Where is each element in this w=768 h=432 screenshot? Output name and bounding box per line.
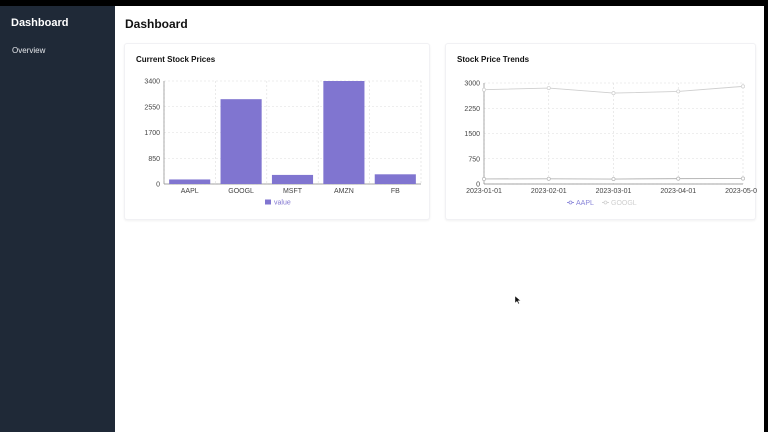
x-tick-label: 2023-04-01 [660, 188, 696, 195]
x-tick-label: 2023-02-01 [531, 188, 567, 195]
sidebar: Dashboard Overview [0, 6, 115, 432]
x-tick-label: AMZN [334, 188, 354, 195]
data-point [676, 176, 681, 181]
data-point [546, 176, 551, 181]
bar-chart: 0 850 1700 2550 3400 AAPL GOOGL MSFT AMZN FB value [144, 79, 422, 207]
x-tick-label: FB [391, 188, 400, 195]
main-content: Dashboard Current Stock Prices 0 850 1700 2… [115, 6, 764, 432]
y-tick-label: 1500 [464, 131, 480, 138]
x-tick-label: MSFT [283, 188, 303, 195]
page-title: Dashboard [125, 17, 188, 31]
bar [169, 179, 211, 184]
x-tick-label: AAPL [181, 188, 199, 195]
sidebar-title: Dashboard [11, 17, 69, 29]
y-tick-label: 0 [476, 182, 480, 189]
x-tick-label: 2023-05-01 [725, 188, 757, 195]
data-point [482, 87, 486, 92]
x-tick-label: GOOGL [228, 188, 254, 195]
y-tick-label: 3000 [464, 81, 480, 88]
bar-chart-card: Current Stock Prices 0 850 1700 2550 3400 AAP… [124, 43, 430, 220]
y-tick-label: 850 [148, 156, 160, 163]
legend-label: GOOGL [611, 200, 637, 207]
legend-label: AAPL [576, 200, 594, 207]
bar [271, 174, 314, 184]
chart-legend: AAPL GOOGL [567, 200, 637, 207]
data-point [546, 86, 551, 91]
legend-label: value [274, 200, 291, 207]
data-point [741, 84, 745, 89]
legend-marker [603, 200, 608, 205]
line-chart-card: Stock Price Trends 0 750 1500 2250 3000 2023-… [445, 43, 757, 220]
y-tick-label: 0 [156, 182, 160, 189]
data-point [611, 177, 616, 181]
bar [220, 99, 262, 184]
y-tick-label: 750 [468, 156, 480, 163]
mouse-cursor-icon [515, 296, 521, 304]
data-point [676, 89, 681, 94]
data-point [482, 176, 486, 181]
line-chart-title: Stock Price Trends [457, 55, 530, 64]
data-point [611, 91, 616, 96]
y-tick-label: 1700 [144, 130, 160, 137]
x-tick-label: 2023-03-01 [596, 188, 632, 195]
bar [323, 81, 365, 184]
bar [374, 174, 416, 184]
y-tick-label: 2550 [144, 104, 160, 111]
bar-chart-title: Current Stock Prices [136, 55, 216, 64]
legend-swatch [265, 199, 271, 205]
data-point [741, 176, 745, 181]
x-tick-label: 2023-01-01 [466, 188, 502, 195]
chart-legend: value [265, 199, 291, 207]
legend-marker [568, 200, 573, 205]
y-tick-label: 3400 [144, 79, 160, 86]
line-chart: 0 750 1500 2250 3000 2023-01-01 2023-02-01 2023… [464, 81, 757, 208]
sidebar-item-overview[interactable]: Overview [12, 46, 46, 55]
y-tick-label: 2250 [464, 106, 480, 113]
